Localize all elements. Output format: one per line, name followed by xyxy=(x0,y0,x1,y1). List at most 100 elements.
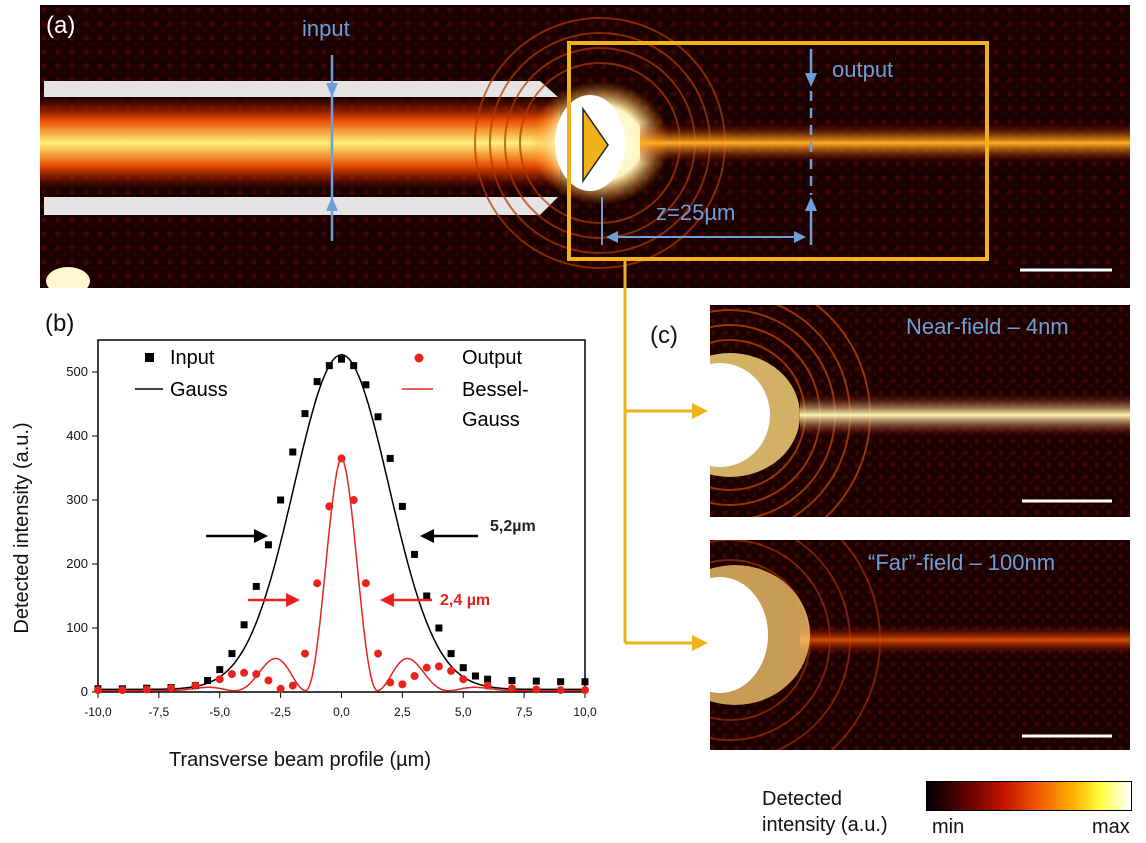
output-data-point xyxy=(264,676,273,685)
output-data-point xyxy=(532,685,541,694)
intensity-chart: -10,0 -7,5 -5,0 -2,5 0,0 2,5 5,0 7,5 10,0 0 100 200… xyxy=(11,339,597,771)
near-field-title: Near-field – 4nm xyxy=(906,314,1069,339)
input-data-point xyxy=(289,448,297,456)
input-data-point xyxy=(325,362,333,370)
far-field-title: “Far”-field – 100nm xyxy=(868,550,1056,575)
input-data-point xyxy=(264,541,272,549)
output-data-point xyxy=(215,675,224,684)
output-data-point xyxy=(142,685,151,694)
output-data-point xyxy=(422,663,431,672)
width-arrows-output xyxy=(248,593,432,607)
y-tick-label: 300 xyxy=(66,492,88,507)
input-data-point xyxy=(508,676,516,684)
input-data-point xyxy=(423,592,431,600)
bessel-gauss-fit-line xyxy=(98,455,585,692)
output-data-point xyxy=(313,579,322,588)
input-data-point xyxy=(374,413,382,421)
x-tick-label: 0,0 xyxy=(333,705,350,719)
output-data-point xyxy=(398,680,407,689)
colorbar-title-2: intensity (a.u.) xyxy=(762,814,888,836)
output-data-point xyxy=(581,686,589,695)
y-axis-label: Detected intensity (a.u.) xyxy=(11,422,33,633)
input-data-point xyxy=(216,666,224,674)
input-data-point xyxy=(411,550,419,558)
output-data-point xyxy=(300,649,309,658)
width-output-label: 2,4 µm xyxy=(440,592,490,609)
input-data-point xyxy=(557,678,565,686)
input-data-point xyxy=(338,355,345,363)
input-data-point xyxy=(386,454,394,462)
output-data-point xyxy=(349,496,358,504)
output-data-point xyxy=(252,670,261,679)
output-label: output xyxy=(832,57,894,82)
input-data-point xyxy=(484,675,492,683)
output-data-point xyxy=(374,649,383,658)
output-data-point xyxy=(507,684,516,693)
panel-a-svg xyxy=(40,5,1130,295)
output-data-point xyxy=(227,670,236,679)
output-data-point xyxy=(118,686,127,695)
output-data-point xyxy=(167,684,176,693)
legend-output-marker xyxy=(414,353,424,363)
output-data-point xyxy=(447,666,456,675)
input-data-point xyxy=(447,650,455,658)
output-data-point xyxy=(240,668,249,677)
input-data-point xyxy=(581,678,589,686)
input-data-point xyxy=(398,502,406,510)
x-tick-label: 7,5 xyxy=(516,705,533,719)
legend-input-marker xyxy=(145,353,154,362)
input-label: input xyxy=(302,16,350,41)
legend-input-text: Input xyxy=(170,347,215,369)
output-data-point xyxy=(386,678,395,687)
panel-c-label: (c) xyxy=(650,322,678,349)
panel-a-label: (a) xyxy=(46,12,76,39)
output-data-point xyxy=(94,686,102,695)
colorbar-min: min xyxy=(932,816,965,838)
y-tick-label: 500 xyxy=(66,364,88,379)
legend-output-text: Output xyxy=(462,347,522,369)
input-data-point xyxy=(471,672,479,680)
input-data-point xyxy=(252,582,260,590)
output-data-point xyxy=(434,662,443,671)
x-tick-label: -2,5 xyxy=(270,705,291,719)
output-data-point xyxy=(191,681,200,690)
input-data-point xyxy=(240,621,248,629)
output-data-point xyxy=(361,579,370,588)
input-data-point xyxy=(277,496,285,504)
panel-b-label: (b) xyxy=(45,310,75,337)
output-data-point xyxy=(556,686,565,695)
distance-label: z=25µm xyxy=(656,200,736,225)
input-data-point xyxy=(435,624,443,632)
y-tick-label: 200 xyxy=(66,556,88,571)
width-input-label: 5,2µm xyxy=(490,518,536,535)
output-data-point xyxy=(483,681,492,690)
y-tick-label: 100 xyxy=(66,620,88,635)
y-tick-label: 400 xyxy=(66,428,88,443)
connector-arrows xyxy=(623,258,708,651)
colorbar xyxy=(926,781,1132,811)
width-arrows-input xyxy=(206,529,478,543)
legend-gauss-text: Gauss xyxy=(170,379,228,401)
panel-a-image xyxy=(40,5,1130,295)
input-data-point xyxy=(532,677,540,685)
x-tick-label: -5,0 xyxy=(209,705,230,719)
x-tick-label: 2,5 xyxy=(394,705,411,719)
output-data-point xyxy=(276,684,285,693)
input-data-point xyxy=(301,410,309,418)
y-tick-label: 0 xyxy=(81,684,88,699)
x-tick-label: 10,0 xyxy=(573,705,597,719)
input-data-point xyxy=(204,676,212,684)
x-tick-label: 5,0 xyxy=(455,705,472,719)
legend-bessel-text-2: Gauss xyxy=(462,409,520,431)
colorbar-max: max xyxy=(1092,816,1130,838)
input-data-point xyxy=(228,650,236,658)
output-data-point xyxy=(459,675,468,684)
gauss-fit-line xyxy=(98,353,585,691)
x-tick-label: -10,0 xyxy=(84,705,112,719)
colorbar-title-1: Detected xyxy=(762,788,843,810)
near-field-image xyxy=(589,274,1130,556)
x-axis-label: Transverse beam profile (µm) xyxy=(169,749,431,771)
x-tick-label: -7,5 xyxy=(149,705,170,719)
output-data-point xyxy=(410,672,419,680)
input-data-point xyxy=(362,381,370,389)
